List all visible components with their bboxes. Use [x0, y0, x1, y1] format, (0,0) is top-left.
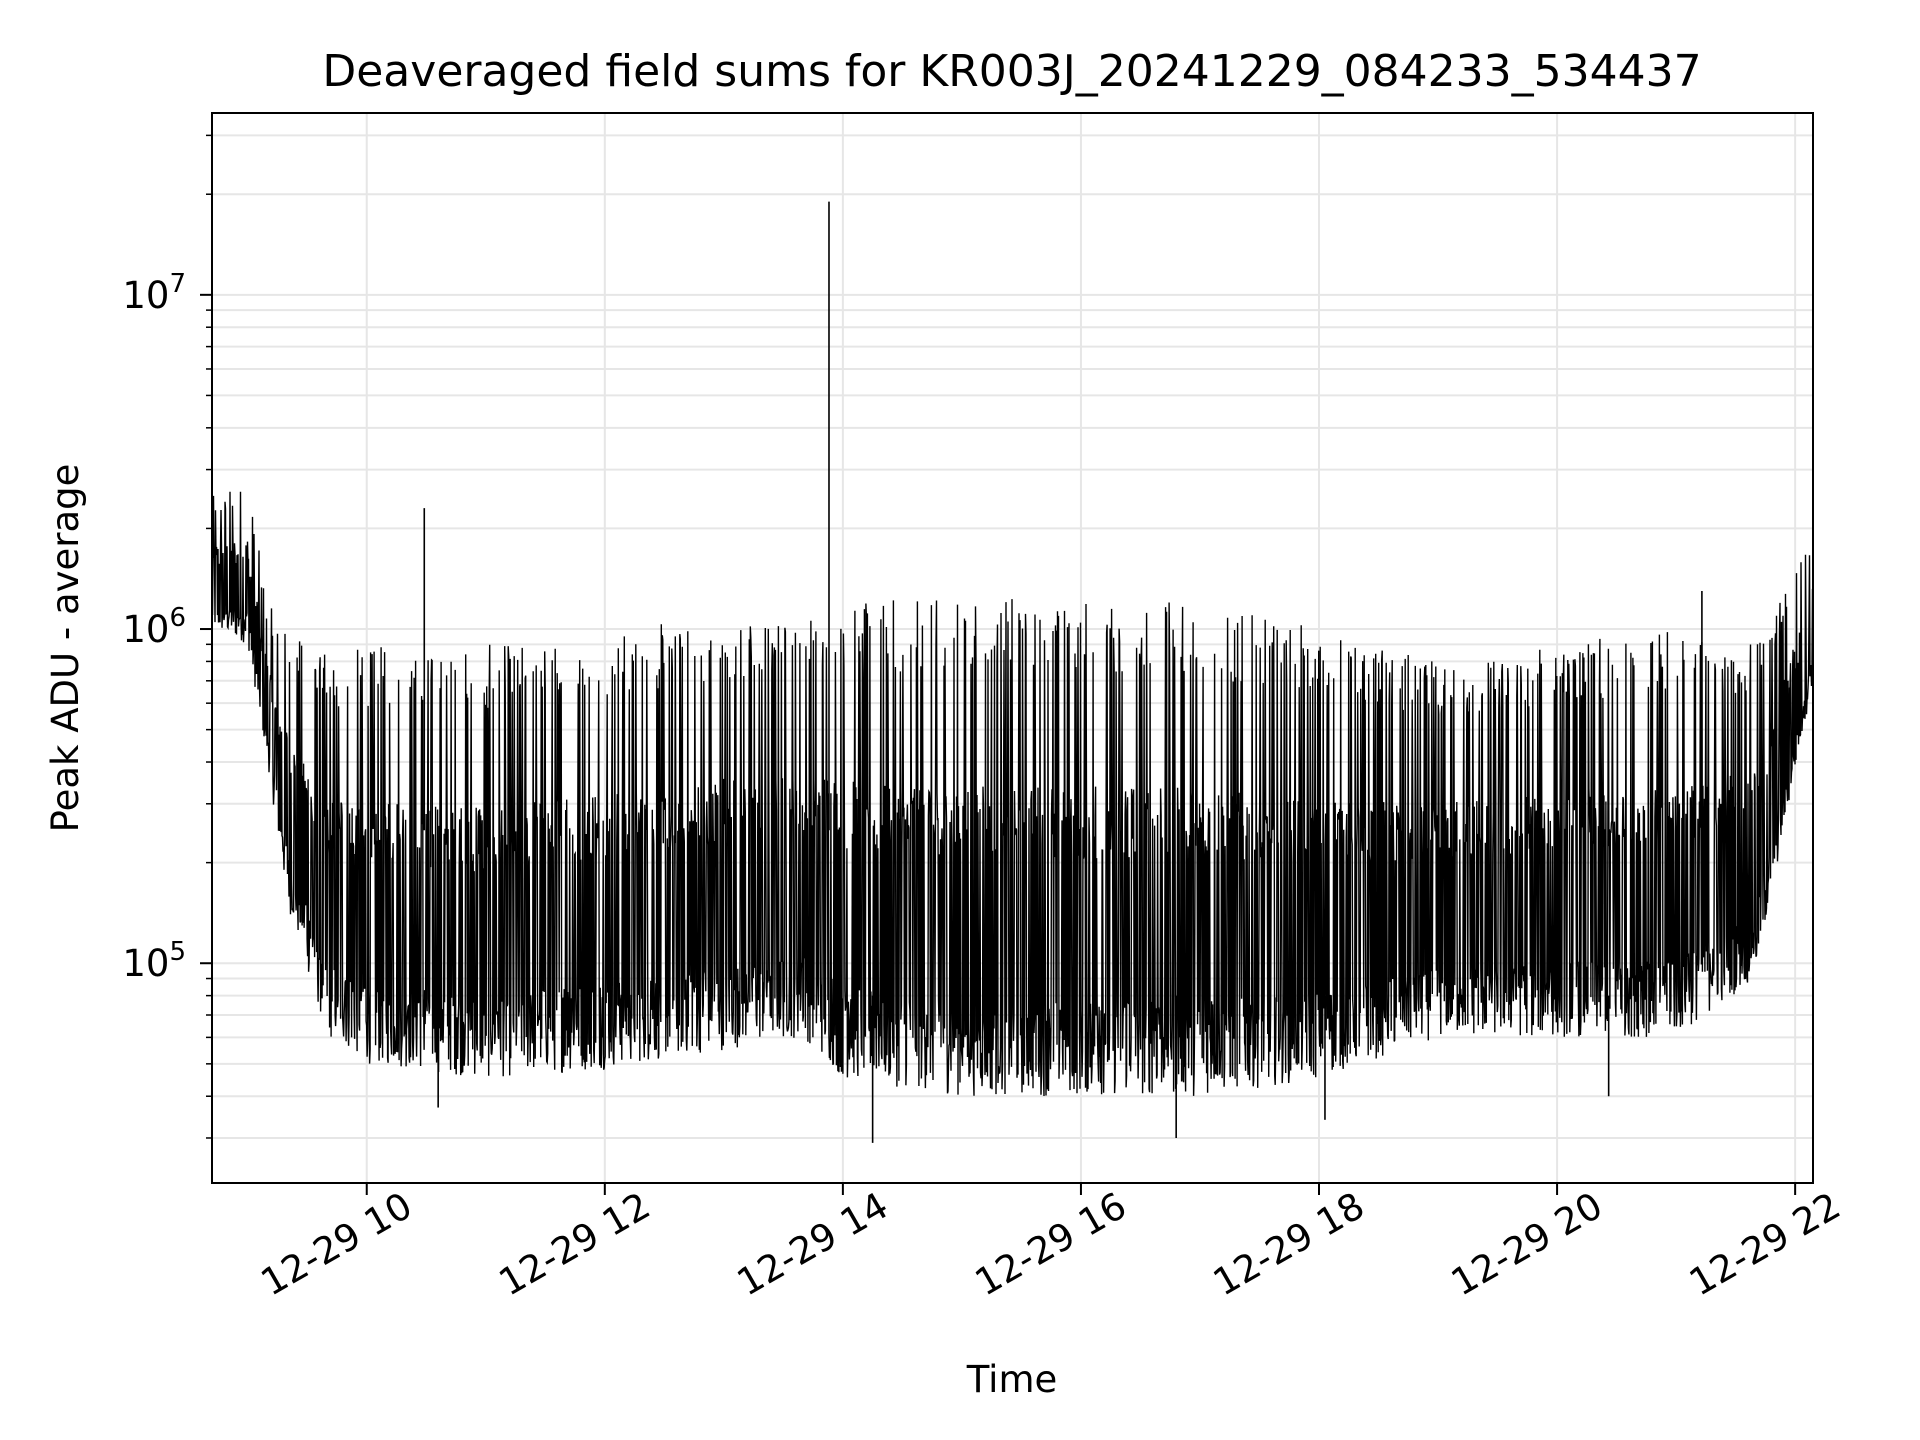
- y-tick-base: 10: [122, 274, 169, 317]
- y-tick-label: 105: [122, 937, 186, 985]
- y-tick-base: 10: [122, 608, 169, 651]
- chart-title: Deaveraged field sums for KR003J_2024122…: [322, 46, 1701, 97]
- y-tick-exponent: 7: [169, 269, 186, 299]
- data-layer: [211, 201, 1814, 1143]
- plot-frame: [211, 112, 1814, 1184]
- y-tick-label: 107: [122, 269, 186, 317]
- y-axis-label: Peak ADU - average: [44, 464, 87, 833]
- data-series-line: [211, 491, 1814, 1097]
- y-tick-base: 10: [122, 942, 169, 985]
- y-tick-label: 106: [122, 603, 186, 651]
- y-tick-exponent: 6: [169, 603, 186, 633]
- x-axis-label: Time: [966, 1358, 1058, 1401]
- y-tick-exponent: 5: [169, 937, 186, 967]
